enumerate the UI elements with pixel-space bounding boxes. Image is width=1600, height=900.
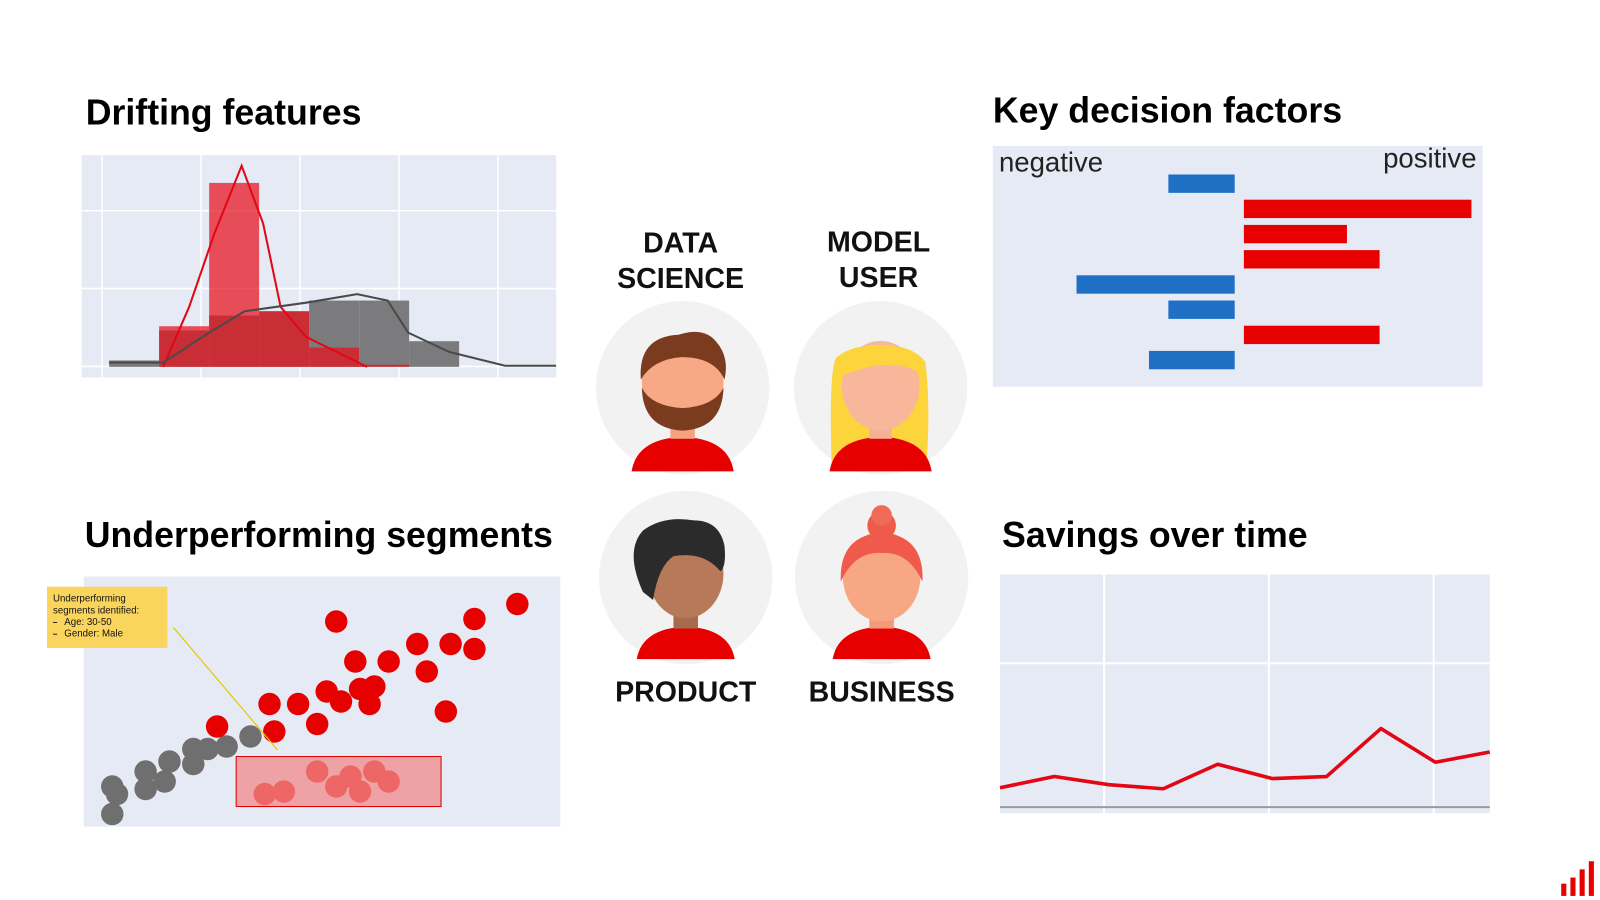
plot-background	[992, 145, 1483, 387]
scatter-point	[196, 737, 219, 761]
avatar-product	[598, 490, 773, 665]
persona-label: USER	[839, 262, 919, 294]
factor-bar	[1076, 275, 1235, 294]
avatar-data-science	[595, 301, 770, 475]
chart-scatter: Underperforming segments Underperformings…	[46, 515, 561, 827]
scatter-point	[153, 770, 176, 793]
scatter-point	[105, 782, 129, 806]
scatter-point	[305, 712, 329, 736]
chart-title: Drifting features	[86, 93, 362, 133]
scatter-point	[101, 802, 124, 826]
scatter-point	[286, 692, 310, 716]
savings-line	[999, 726, 1491, 791]
histogram-bar	[209, 182, 260, 367]
histogram-bar	[259, 311, 310, 367]
scatter-point	[263, 720, 286, 743]
scatter-point	[329, 690, 353, 713]
scatter-point	[415, 660, 438, 683]
persona-label: DATA	[643, 227, 718, 259]
scatter-point	[406, 632, 429, 656]
chart-title: Savings over time	[1002, 515, 1308, 555]
plot-background	[1000, 574, 1490, 814]
density-curve	[109, 293, 557, 367]
scatter-point	[134, 777, 157, 801]
scatter-point	[215, 735, 238, 758]
legend-negative: negative	[999, 147, 1103, 178]
histogram-bar	[359, 364, 410, 367]
chart-histogram: Drifting features	[81, 93, 557, 378]
factor-bar	[1168, 300, 1235, 319]
legend-positive: positive	[1383, 142, 1476, 173]
scatter-point	[134, 760, 157, 783]
persona-label: MODEL	[827, 226, 930, 258]
annotation-box	[46, 586, 168, 648]
scatter-point	[325, 610, 348, 633]
histogram-bar	[359, 300, 410, 367]
scatter-point	[344, 650, 367, 673]
histogram-bar	[309, 347, 360, 367]
chart-title: Underperforming segments	[85, 515, 553, 555]
scatter-point	[506, 592, 529, 616]
scatter-point	[363, 675, 386, 698]
persona-label: BUSINESS	[809, 676, 955, 708]
scatter-point	[463, 637, 486, 661]
annotation-item: Gender: Male	[64, 629, 123, 640]
factor-bar	[1243, 224, 1347, 244]
scatter-point	[205, 715, 229, 738]
persona-label: PRODUCT	[615, 676, 757, 708]
factor-bar	[1243, 199, 1472, 219]
scatter-point	[463, 607, 486, 631]
factor-bar	[1168, 174, 1235, 193]
scatter-point	[258, 692, 281, 716]
scatter-point	[158, 750, 181, 773]
scatter-point	[434, 700, 458, 723]
scatter-point	[239, 725, 262, 748]
annotation-item: Age: 30-50	[64, 617, 112, 628]
factor-bar	[1243, 250, 1380, 269]
scatter-point	[358, 692, 381, 716]
chart-line: Savings over time	[999, 515, 1491, 814]
scatter-point	[439, 632, 462, 656]
histogram-bar	[109, 360, 160, 367]
annotation-text: Underperforming	[53, 594, 126, 605]
persona-label: SCIENCE	[617, 263, 744, 295]
annotation-leader	[173, 627, 279, 751]
avatar-model-user	[793, 301, 968, 475]
annotation-text: segments identified:	[53, 605, 139, 616]
avatar-business	[794, 490, 969, 665]
logo	[1561, 861, 1594, 896]
chart-title: Key decision factors	[993, 91, 1342, 131]
factor-bar	[1243, 325, 1380, 345]
density-curve	[162, 162, 368, 368]
segment-highlight	[235, 756, 442, 808]
factor-bar	[1148, 350, 1235, 370]
scatter-point	[377, 650, 400, 673]
chart-bar: Key decision factors negative positive	[992, 91, 1483, 387]
